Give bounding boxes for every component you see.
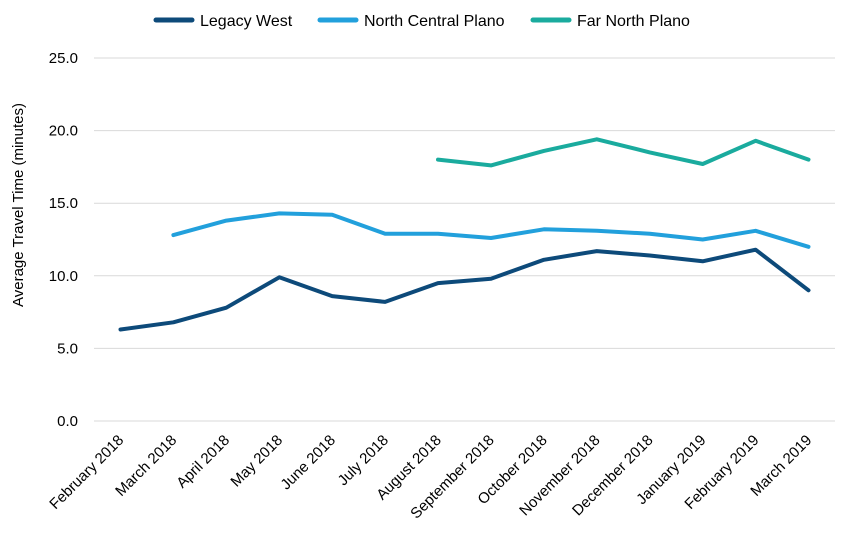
gridlines	[94, 57, 835, 422]
y-tick-label: 25.0	[49, 50, 78, 67]
y-tick-label: 0.0	[57, 413, 78, 430]
legend-label: Far North Plano	[577, 13, 690, 30]
legend-label: Legacy West	[200, 13, 293, 30]
series-lines	[118, 137, 811, 332]
y-tick-label: 10.0	[49, 268, 78, 285]
y-axis-ticks: 0.0 5.0 10.0 15.0 20.0 25.0	[49, 50, 78, 430]
legend-label: North Central Plano	[364, 13, 505, 30]
x-tick-label: April 2018	[173, 432, 233, 492]
legend: Legacy West North Central Plano Far North …	[153, 13, 690, 30]
y-tick-label: 20.0	[49, 123, 78, 140]
series-line-north-central-plano	[171, 211, 811, 249]
y-axis-title: Average Travel Time (minutes)	[10, 103, 27, 307]
y-tick-label: 15.0	[49, 195, 78, 212]
x-tick-label: February 2018	[46, 432, 127, 513]
x-tick-label: June 2018	[277, 432, 339, 494]
series-line-legacy-west	[118, 247, 811, 332]
series-line-far-north-plano	[436, 137, 811, 168]
y-tick-label: 5.0	[57, 340, 78, 357]
